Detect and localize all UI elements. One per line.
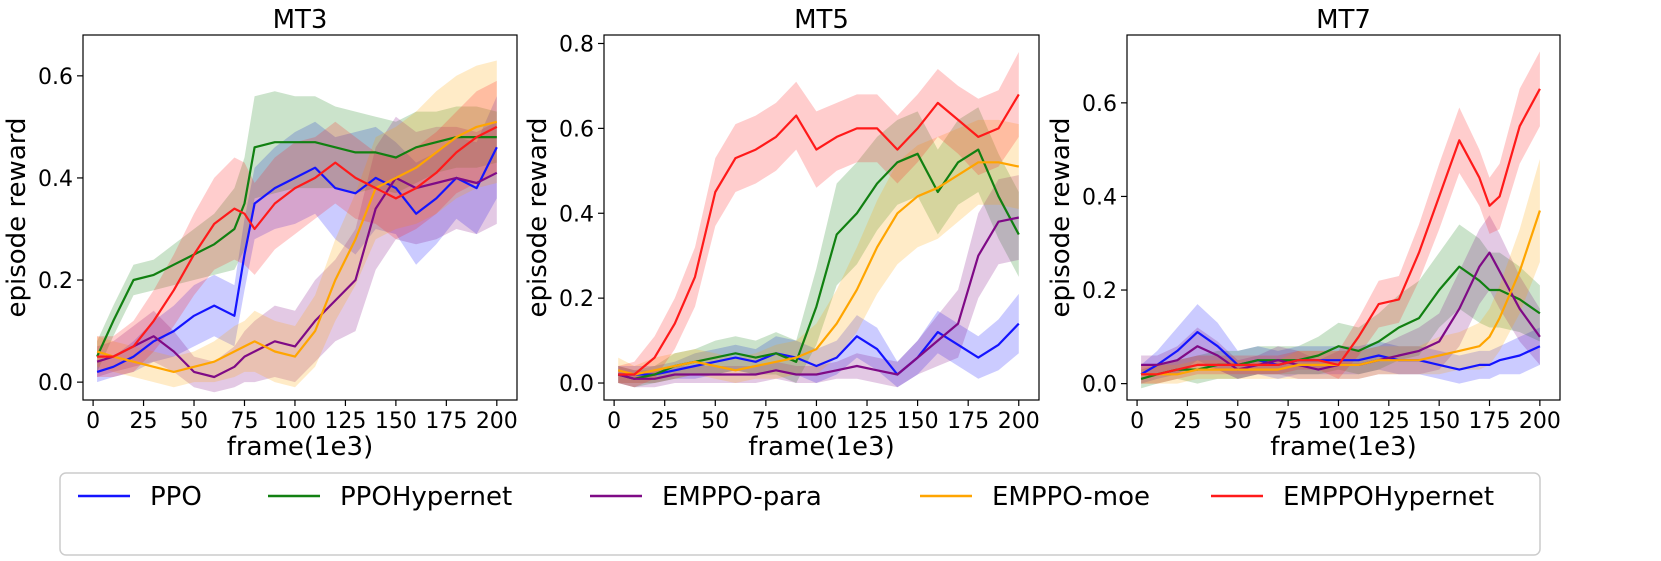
x-tick-label: 175	[1469, 409, 1511, 434]
legend-item: PPO	[78, 482, 202, 512]
x-axis-label: frame(1e3)	[227, 432, 373, 462]
axes-frame	[1126, 34, 1561, 401]
line-emppohypernet	[97, 125, 498, 358]
legend-label: EMPPO-moe	[992, 482, 1150, 512]
panels: 0 25 50 75 100 125 150 175 200 0.0 0.2 0.4 0.6 MT3 fra…	[2, 5, 1561, 462]
y-tick-label: 0.2	[1082, 279, 1117, 304]
line-emppohypernet	[1141, 88, 1541, 376]
legend-items: PPO PPOHypernet EMPPO-para EMPPO-moe EMPPOHy…	[78, 482, 1494, 512]
x-tick-label: 50	[1224, 409, 1252, 434]
band-emppohypernet	[97, 80, 497, 378]
legend: PPO PPOHypernet EMPPO-para EMPPO-moe EMPPOHy…	[59, 472, 1541, 556]
y-tick-label: 0.8	[559, 32, 594, 57]
legend-label: EMPPOHypernet	[1283, 482, 1494, 512]
y-tick-label: 0.2	[38, 269, 73, 294]
x-tick-label: 75	[230, 409, 258, 434]
x-tick-label: 175	[947, 409, 989, 434]
x-axis-label: frame(1e3)	[748, 432, 894, 462]
y-axis-label: episode reward	[523, 118, 553, 318]
x-axis-label: frame(1e3)	[1270, 432, 1416, 462]
panel-mt7: 0 25 50 75 100 125 150 175 200 0.0 0.2 0.4 0.6 MT7 fra…	[1046, 5, 1561, 462]
legend-item: EMPPOHypernet	[1211, 482, 1494, 512]
x-tick-label: 100	[795, 409, 837, 434]
x-tick-label: 200	[998, 409, 1040, 434]
band-emppo-moe	[97, 60, 497, 388]
line-emppo-moe	[1141, 210, 1541, 376]
x-tick-label: 75	[752, 409, 780, 434]
x-tick-label: 200	[476, 409, 518, 434]
x-tick-label: 150	[375, 409, 417, 434]
y-tick-label: 0.2	[559, 287, 594, 312]
y-tick-label: 0.4	[38, 167, 73, 192]
panel-title: MT5	[794, 5, 849, 35]
line-ppohypernet	[96, 136, 497, 358]
panel-title: MT3	[273, 5, 328, 35]
line-emppo-para	[96, 171, 498, 379]
x-tick-label: 0	[1130, 409, 1144, 434]
line-emppo-para	[617, 216, 1020, 380]
legend-item: EMPPO-moe	[920, 482, 1150, 512]
band-ppohypernet	[1141, 224, 1540, 389]
y-tick-label: 0.4	[1082, 185, 1117, 210]
x-tick-label: 0	[607, 409, 621, 434]
plot-area	[604, 35, 1039, 400]
legend-label: PPOHypernet	[340, 482, 512, 512]
line-ppo	[96, 146, 498, 373]
legend-label: PPO	[150, 482, 202, 512]
x-tick-label: 50	[180, 409, 208, 434]
line-ppohypernet	[1140, 265, 1541, 380]
line-emppohypernet	[618, 93, 1020, 376]
x-tick-label: 125	[1368, 409, 1410, 434]
line-ppo	[618, 322, 1020, 376]
band-ppohypernet	[618, 107, 1019, 388]
x-tick-label: 100	[1317, 409, 1359, 434]
band-emppo-moe	[618, 119, 1019, 384]
y-tick-label: 0.0	[38, 371, 73, 396]
band-ppo	[97, 96, 497, 383]
panel-title: MT7	[1316, 5, 1371, 35]
panel-mt3: 0 25 50 75 100 125 150 175 200 0.0 0.2 0.4 0.6 MT3 fra…	[2, 5, 518, 462]
y-axis-label: episode reward	[1046, 118, 1076, 318]
y-tick-label: 0.6	[1082, 92, 1117, 117]
x-tick-label: 25	[651, 409, 679, 434]
x-tick-label: 150	[897, 409, 939, 434]
axes-frame	[82, 34, 518, 401]
panel-mt5: 0 25 50 75 100 125 150 175 200 0.0 0.2 0.4 0.6 0.8 MT5…	[523, 5, 1040, 462]
y-tick-label: 0.4	[559, 202, 594, 227]
x-tick-label: 125	[324, 409, 366, 434]
x-tick-label: 100	[274, 409, 316, 434]
band-emppo-para	[97, 116, 497, 393]
x-tick-label: 150	[1418, 409, 1460, 434]
x-tick-label: 75	[1274, 409, 1302, 434]
x-tick-label: 200	[1519, 409, 1561, 434]
x-tick-label: 25	[130, 409, 158, 434]
band-ppohypernet	[97, 91, 497, 372]
line-emppo-moe	[617, 161, 1020, 376]
x-tick-label: 0	[86, 409, 100, 434]
legend-item: EMPPO-para	[590, 482, 822, 512]
band-emppohypernet	[618, 52, 1019, 388]
legend-label: EMPPO-para	[662, 482, 822, 512]
legend-frame	[59, 472, 1541, 556]
x-tick-label: 175	[425, 409, 467, 434]
y-tick-label: 0.0	[559, 372, 594, 397]
legend-item: PPOHypernet	[268, 482, 512, 512]
y-tick-label: 0.6	[559, 117, 594, 142]
band-ppo	[618, 293, 1019, 388]
y-tick-label: 0.0	[1082, 373, 1117, 398]
axes-frame	[603, 34, 1040, 401]
line-emppo-moe	[96, 120, 498, 373]
y-tick-label: 0.6	[38, 65, 73, 90]
x-tick-label: 25	[1173, 409, 1201, 434]
x-tick-label: 50	[701, 409, 729, 434]
y-axis-label: episode reward	[2, 118, 32, 318]
x-tick-label: 125	[846, 409, 888, 434]
line-ppo	[1140, 331, 1541, 376]
